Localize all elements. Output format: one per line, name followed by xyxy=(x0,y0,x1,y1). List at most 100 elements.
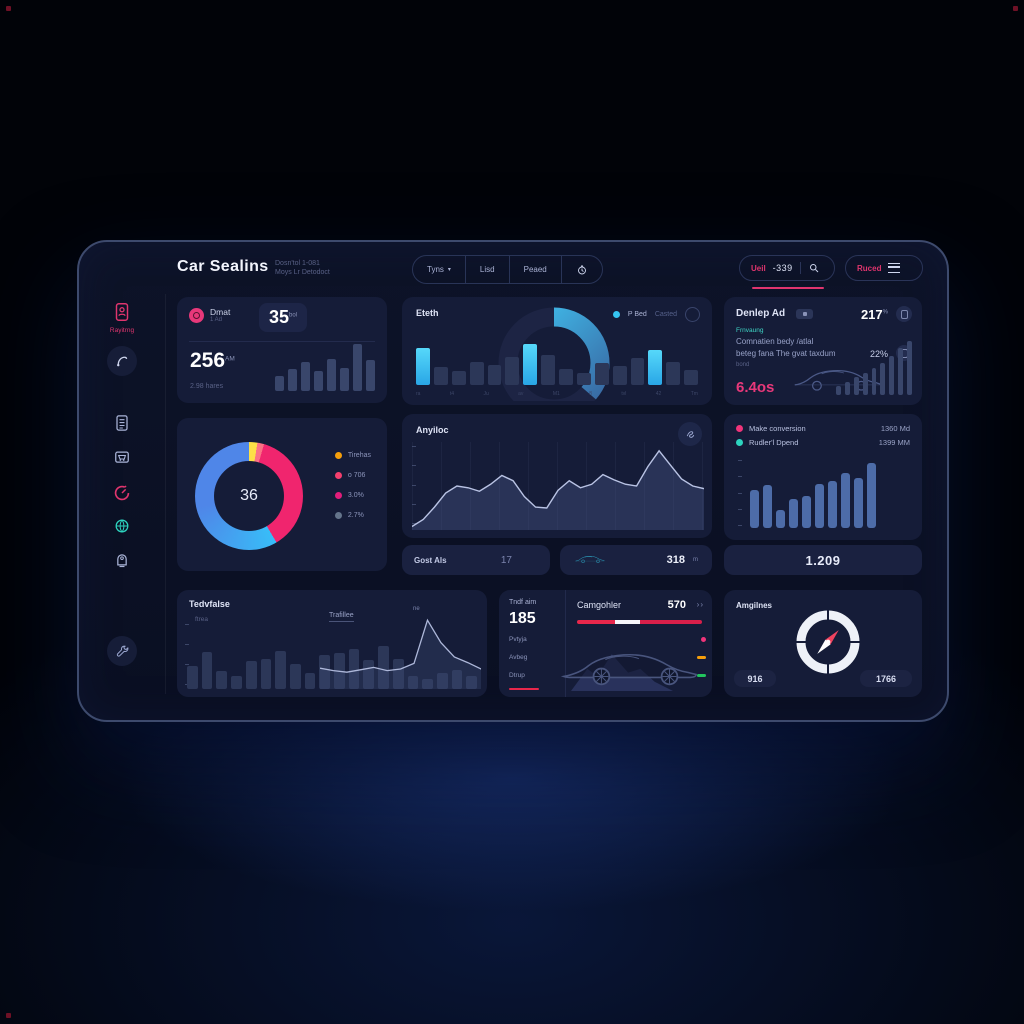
hamburger-icon[interactable] xyxy=(888,263,901,273)
bar xyxy=(612,366,627,385)
gauge-legend-b: Casted xyxy=(654,311,677,318)
bar xyxy=(789,499,798,528)
bar xyxy=(776,509,785,528)
nav-pill-group: Tyns ▾ Lisd Peaed xyxy=(412,255,603,284)
axis-tick-label: Ju xyxy=(483,391,489,397)
promo-tag: Frnvaung xyxy=(736,327,764,334)
traffic-title: Tedvfalse xyxy=(189,599,230,609)
axis-tick-label: M1 xyxy=(552,391,560,397)
sidebar-item-globe[interactable] xyxy=(99,516,145,536)
bar xyxy=(523,344,538,385)
composer-row-marker xyxy=(701,637,706,642)
composer-left-column xyxy=(499,590,566,697)
ring-icon[interactable] xyxy=(685,307,700,322)
compass-chip-left[interactable]: 916 xyxy=(734,670,776,687)
hook-icon xyxy=(117,356,128,367)
compass-chip-right[interactable]: 1766 xyxy=(860,670,912,687)
bar xyxy=(684,370,698,385)
bar xyxy=(862,372,868,395)
composer-stat-title: Tndf aim xyxy=(509,599,537,606)
stat-badge-unit: bol xyxy=(289,312,298,319)
car-chip[interactable]: 318 m xyxy=(560,545,712,575)
profile-badge-icon xyxy=(115,303,129,321)
sidebar-item-label: Rayitrng xyxy=(109,327,135,334)
donut-legend: Tirehas o 706 3.0% 2.7% xyxy=(334,452,371,519)
bar xyxy=(348,649,360,689)
search-icon[interactable] xyxy=(808,262,820,274)
legend-item: Rudler'l Dpend 1399 MM xyxy=(736,438,910,447)
sidebar-item-hook[interactable] xyxy=(99,346,145,376)
bar xyxy=(275,650,286,689)
cost-chip[interactable]: Gost Als 17 xyxy=(402,545,550,575)
menu-pill[interactable]: Ruced xyxy=(845,255,923,281)
bar xyxy=(559,369,573,385)
promo-bar-chart xyxy=(836,339,913,395)
stat-bar-chart xyxy=(275,339,375,391)
bar xyxy=(436,673,448,689)
divider xyxy=(799,262,801,274)
area-y-ticks xyxy=(412,446,416,524)
page-title: Car Sealins xyxy=(177,258,269,275)
composer-progress-bar xyxy=(577,620,702,624)
nav-item-peaed[interactable]: Peaed xyxy=(508,256,561,283)
bar xyxy=(854,477,863,528)
area-chart xyxy=(412,442,704,530)
chevrons-icon[interactable]: ›› xyxy=(696,600,704,609)
card-stat: Dmat 1 Ad 35bol 256AM 2.98 hares xyxy=(177,297,387,403)
promo-line-1: Comnatien bedy /atlal xyxy=(736,337,814,346)
promo-highlight-value: 6.4os xyxy=(736,379,775,396)
donut-center-value: 36 xyxy=(240,487,258,504)
car-silhouette-icon xyxy=(558,637,706,693)
scribble-icon xyxy=(686,430,694,438)
stat-badge: 35bol xyxy=(259,303,308,332)
bar xyxy=(802,496,811,528)
compass-chip-right-value: 1766 xyxy=(875,673,897,684)
sidebar-item-wrench[interactable] xyxy=(99,636,145,666)
bar xyxy=(469,362,484,385)
legend-dot xyxy=(736,439,743,446)
sidebar-item-profile-badge[interactable]: Rayitrng xyxy=(99,300,145,334)
sidebar-item-list[interactable] xyxy=(99,412,145,434)
sidebar-item-gauge[interactable] xyxy=(99,482,145,504)
conversion-total-chip[interactable]: 1.209 xyxy=(724,545,922,575)
bar xyxy=(363,660,375,689)
area-title: Anyiloc xyxy=(416,425,449,435)
composer-row-label: Dtrup xyxy=(509,672,525,679)
sidebar-item-bell[interactable] xyxy=(99,548,145,570)
legend-label: Tirehas xyxy=(347,452,371,459)
user-pill[interactable]: Ueil -339 xyxy=(739,255,835,281)
stat-badge-value: 35 xyxy=(269,307,290,327)
compass-chip-left-value: 916 xyxy=(747,673,763,684)
promo-stat-mid: 22% xyxy=(869,349,888,359)
bar xyxy=(353,344,362,391)
stat-main-unit: AM xyxy=(225,355,235,363)
header-subtitle: Dosn'tol 1-081 Moys Lr Detodoct xyxy=(275,259,330,277)
legend-label: o 706 xyxy=(347,472,366,479)
progress-segment xyxy=(639,620,702,624)
bar xyxy=(422,679,433,689)
legend-dot xyxy=(334,452,342,459)
promo-stat-top: 217 xyxy=(860,307,883,322)
stat-pink-icon xyxy=(189,307,204,323)
nav-item-clock[interactable] xyxy=(560,256,602,283)
card-composer: Tndf aim 185 Pvtyja Avbeg Dtrup Camgohler … xyxy=(499,590,712,697)
bar xyxy=(416,347,430,385)
sidebar-item-cart[interactable] xyxy=(99,448,145,468)
nav-item-lisd[interactable]: Lisd xyxy=(464,256,509,283)
globe-icon xyxy=(115,519,129,533)
bar xyxy=(750,490,759,528)
compass-gauge xyxy=(796,610,860,674)
stat-main-value: 256 xyxy=(190,349,226,372)
nav-item-tyns[interactable]: Tyns ▾ xyxy=(427,265,451,274)
card-gauge: Eteth P Bed Casted ra t4 Ju av M1 8 tvl 42 Tm xyxy=(402,297,712,405)
wrench-icon xyxy=(116,645,128,657)
card-action-button[interactable] xyxy=(678,422,702,446)
bar xyxy=(594,363,609,385)
bell-icon xyxy=(117,554,127,568)
card-donut: 36 Tirehas o 706 3.0% 2.7% xyxy=(177,418,387,571)
bar xyxy=(451,669,463,689)
promo-title-badge[interactable] xyxy=(796,309,813,319)
promo-line-3: bond xyxy=(736,362,750,368)
promo-circle-icon-1[interactable] xyxy=(896,306,912,322)
